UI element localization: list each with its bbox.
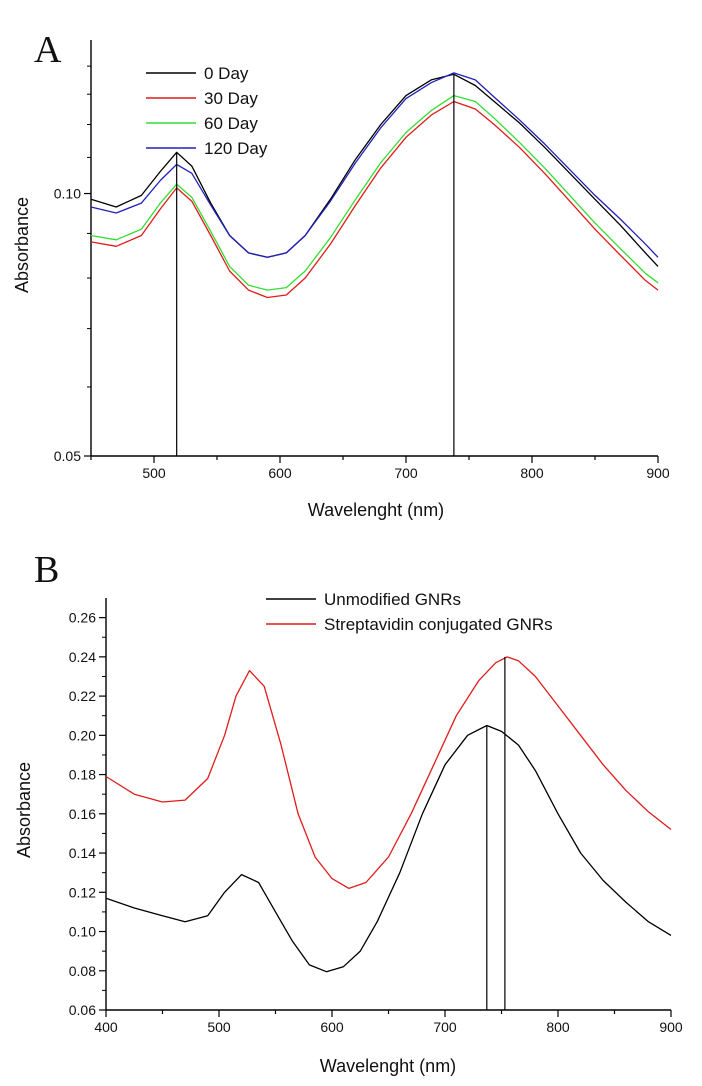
- panel-a-series-120-day: [90, 72, 659, 258]
- panel-a-legend-label: 0 Day: [204, 64, 249, 83]
- panel-b-legend-label: Unmodified GNRs: [324, 590, 461, 609]
- panel-b-y-tick-label: 0.24: [69, 649, 96, 665]
- panel-b-y-axis-label: Absorbance: [14, 762, 34, 858]
- panel-b-legend: Unmodified GNRs Streptavidin conjugated G…: [266, 590, 553, 634]
- panel-a-y-tick-label: 0.10: [54, 186, 81, 202]
- panel-a-chart: A 500 600 700 800 900 0.05 0.10 0 Day 30 Day 60 …: [12, 29, 670, 520]
- panel-a-y-tick-label: 0.05: [54, 448, 81, 464]
- panel-b-x-tick-label: 500: [207, 1019, 231, 1035]
- panel-a-legend-label: 60 Day: [204, 114, 258, 133]
- panel-a-label: A: [34, 29, 62, 71]
- panel-b-y-tick-label: 0.12: [69, 884, 96, 900]
- panel-b-y-tick-label: 0.14: [69, 845, 96, 861]
- panel-a-series-0-day: [90, 73, 659, 267]
- panel-a-x-axis-label: Wavelenght (nm): [308, 500, 444, 520]
- panel-a-series-30-day: [90, 100, 659, 299]
- panel-b-y-tick-label: 0.22: [69, 688, 96, 704]
- panel-b-x-axis-label: Wavelenght (nm): [320, 1056, 456, 1076]
- panel-a-x-tick-label: 600: [268, 465, 292, 481]
- panel-b-chart: B 400 500 600 700 800 900 0.06 0.08 0.10 0.12 0.14…: [14, 549, 683, 1076]
- panel-b-label: B: [34, 549, 59, 591]
- panel-a-x-tick-label: 500: [142, 465, 166, 481]
- panel-b-x-tick-label: 700: [433, 1019, 457, 1035]
- panel-b-peak-markers: [486, 656, 506, 1010]
- panel-b-y-tick-label: 0.08: [69, 963, 96, 979]
- panel-a-legend: 0 Day 30 Day 60 Day 120 Day: [146, 64, 268, 158]
- panel-a-x-tick-label: 800: [520, 465, 544, 481]
- panel-b-y-tick-label: 0.18: [69, 767, 96, 783]
- panel-b-x-tick-label: 900: [659, 1019, 683, 1035]
- panel-b-series-unmodified-gnrs: [105, 724, 672, 973]
- panel-b-y-tick-label: 0.06: [69, 1002, 96, 1018]
- panel-b-y-tick-label: 0.10: [69, 924, 96, 940]
- panel-a-legend-label: 120 Day: [204, 139, 268, 158]
- panel-b-series: [105, 656, 672, 973]
- panel-b-x-tick-label: 600: [320, 1019, 344, 1035]
- panel-a-series-60-day: [90, 94, 659, 291]
- panel-a-series: [90, 72, 659, 299]
- panel-b-legend-label: Streptavidin conjugated GNRs: [324, 615, 553, 634]
- panel-a-peak-markers: [176, 74, 455, 456]
- panel-b-y-tick-label: 0.26: [69, 610, 96, 626]
- panel-b-x-tick-label: 800: [546, 1019, 570, 1035]
- panel-b-axes: 400 500 600 700 800 900 0.06 0.08 0.10 0.12 0.14 0.…: [69, 598, 683, 1035]
- panel-a-legend-label: 30 Day: [204, 89, 258, 108]
- panel-a-x-tick-label: 900: [646, 465, 670, 481]
- panel-a-y-axis-label: Absorbance: [12, 197, 32, 293]
- panel-a-axes: 500 600 700 800 900 0.05 0.10: [54, 40, 670, 481]
- panel-b-series-streptavidin-conjugated-gnrs: [105, 656, 672, 890]
- panel-a-x-tick-label: 700: [394, 465, 418, 481]
- panel-b-y-tick-label: 0.20: [69, 727, 96, 743]
- panel-b-y-tick-label: 0.16: [69, 806, 96, 822]
- panel-b-x-tick-label: 400: [94, 1019, 118, 1035]
